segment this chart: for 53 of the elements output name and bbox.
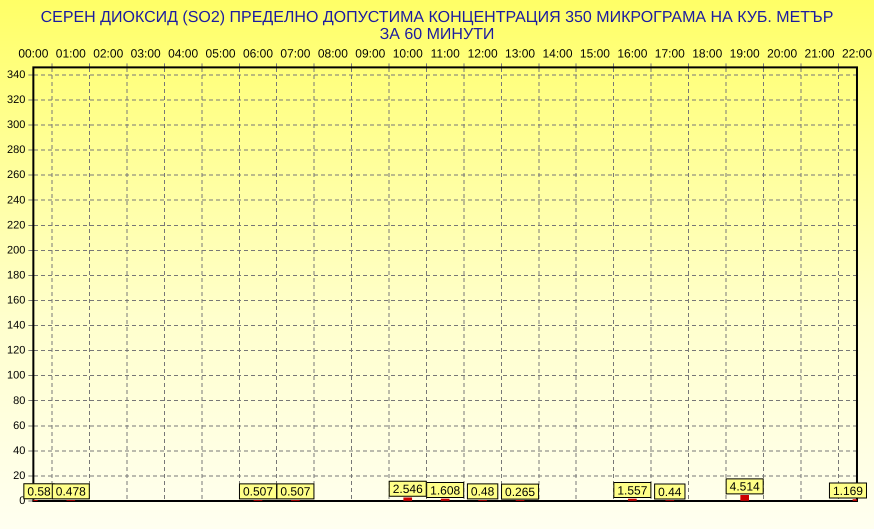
y-tick-label: 160	[6, 294, 26, 307]
x-tick-label: 21:00	[804, 46, 835, 61]
y-tick-label: 300	[6, 119, 26, 132]
x-tick-label: 19:00	[730, 46, 760, 61]
x-tick-label: 07:00	[280, 46, 311, 61]
data-label: 1.557	[617, 483, 648, 498]
y-tick-label: 60	[13, 420, 26, 432]
x-tick-label: 17:00	[654, 46, 686, 61]
y-tick-label: 40	[13, 444, 26, 457]
data-label: 1.608	[430, 483, 461, 498]
y-tick-label: 220	[6, 219, 26, 232]
x-tick-label: 08:00	[318, 46, 348, 61]
y-tick-label: 120	[6, 344, 26, 357]
x-tick-label: 05:00	[206, 46, 236, 61]
x-tick-label: 13:00	[505, 46, 536, 61]
y-tick-label: 240	[6, 194, 26, 206]
data-label: 4.514	[730, 480, 760, 494]
y-tick-label: 260	[6, 169, 26, 182]
x-tick-label: 18:00	[692, 46, 723, 61]
chart-title: СЕРЕН ДИОКСИД (SO2) ПРЕДЕЛНО ДОПУСТИМА КОНЦЕНТРАЦИЯ 350 МИКРОГРАМА НА КУБ. МЕТЪР ЗА 60 МИНУТИ	[40, 9, 834, 43]
x-tick-label: 14:00	[542, 46, 573, 61]
y-tick-label: 100	[6, 370, 26, 382]
y-tick-label: 140	[6, 320, 26, 332]
data-label: 0.507	[242, 484, 274, 499]
x-tick-label: 02:00	[93, 46, 124, 61]
x-tick-label: 22:00	[842, 46, 872, 61]
x-tick-label: 15:00	[580, 46, 610, 61]
y-tick-label: 340	[6, 68, 26, 81]
y-tick-label: 320	[6, 94, 26, 106]
x-tick-label: 03:00	[130, 46, 162, 61]
x-tick-label: 16:00	[617, 46, 648, 61]
data-label: 0.265	[505, 484, 536, 499]
data-label: 0.58	[27, 484, 52, 499]
x-tick-label: 06:00	[242, 46, 274, 61]
data-label: 1.169	[832, 484, 864, 498]
x-tick-label: 04:00	[168, 46, 198, 61]
y-tick-label: 280	[6, 144, 26, 156]
x-tick-label: 01:00	[56, 46, 86, 61]
x-tick-label: 12:00	[468, 46, 498, 61]
y-tick-label: 180	[6, 269, 26, 282]
x-tick-label: 11:00	[430, 46, 460, 61]
x-tick-label: 09:00	[355, 46, 386, 61]
data-label: 0.48	[470, 484, 495, 499]
data-label: 0.507	[280, 484, 311, 499]
x-tick-label: 20:00	[767, 46, 798, 61]
x-tick-label: 00:00	[18, 46, 49, 61]
data-label: 0.478	[56, 484, 86, 499]
y-tick-label: 20	[13, 470, 26, 482]
y-tick-label: 80	[13, 394, 26, 407]
x-tick-label: 10:00	[392, 46, 424, 61]
data-label: 0.44	[658, 484, 682, 499]
y-tick-label: 200	[6, 244, 26, 256]
data-label: 2.546	[392, 482, 424, 496]
